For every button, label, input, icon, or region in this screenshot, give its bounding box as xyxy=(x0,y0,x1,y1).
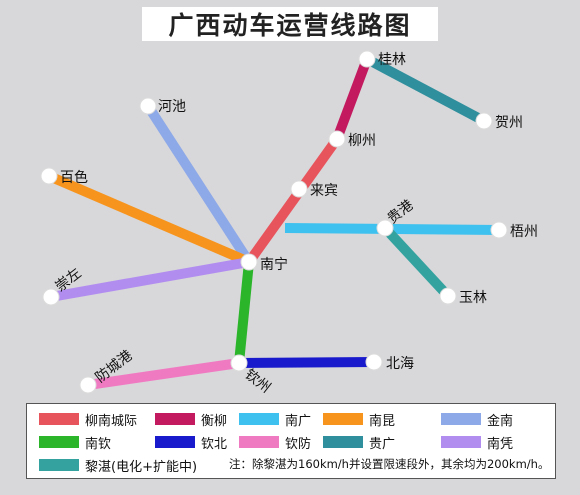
line-nankun xyxy=(47,171,251,267)
legend-swatch xyxy=(39,436,79,448)
legend-item-qinbei: 钦北 xyxy=(155,433,228,452)
station-dot-hezhou[interactable] xyxy=(475,112,493,130)
station-dot-chongzuo[interactable] xyxy=(42,288,60,306)
station-label-laibin: 来宾 xyxy=(310,183,338,199)
legend-item-nanqin: 南钦 xyxy=(39,433,112,452)
legend-label: 金南 xyxy=(487,413,514,429)
legend-label: 贵广 xyxy=(369,436,396,452)
legend-swatch xyxy=(39,413,79,425)
station-dot-liuzhou[interactable] xyxy=(328,130,346,148)
legend-item-liunan: 柳南城际 xyxy=(39,410,138,429)
line-liunan xyxy=(244,136,342,265)
legend-item-lizhan: 黎湛(电化+扩能中) xyxy=(39,456,198,475)
station-label-qinzhou: 钦州 xyxy=(242,367,274,397)
legend-label: 衡柳 xyxy=(201,413,228,429)
legend-swatch xyxy=(441,413,481,425)
legend-label: 黎湛(电化+扩能中) xyxy=(85,459,198,475)
station-dot-beihai[interactable] xyxy=(365,353,383,371)
legend-swatch xyxy=(441,436,481,448)
legend-note: 注：除黎湛为160km/h并设置限速段外，其余均为200km/h。 xyxy=(229,457,550,471)
line-hengliu xyxy=(332,57,372,141)
legend-swatch xyxy=(155,413,195,425)
line-qinfang xyxy=(87,358,240,390)
legend-swatch xyxy=(239,436,279,448)
legend-swatch xyxy=(323,413,363,425)
station-dot-yulin[interactable] xyxy=(439,287,457,305)
station-dot-guigang[interactable] xyxy=(376,219,394,237)
legend-item-jinnan: 金南 xyxy=(441,410,514,429)
legend-label: 南昆 xyxy=(369,413,396,429)
station-dot-qinzhou[interactable] xyxy=(230,354,248,372)
station-label-liuzhou: 柳州 xyxy=(348,132,376,149)
legend: 柳南城际 衡柳 南广 南昆 金南 南钦 钦北 钦防 贵广 南凭 黎湛(电化+扩能… xyxy=(26,403,556,479)
legend-item-hengliu: 衡柳 xyxy=(155,410,228,429)
station-dot-fangchenggang[interactable] xyxy=(79,376,97,394)
station-dot-guilin[interactable] xyxy=(358,50,376,68)
legend-label: 钦防 xyxy=(285,436,312,452)
station-label-hechi: 河池 xyxy=(158,99,186,115)
legend-label: 南钦 xyxy=(85,436,112,452)
station-dot-wuzhou[interactable] xyxy=(490,221,508,239)
station-label-beihai: 北海 xyxy=(386,356,414,372)
station-dot-laibin[interactable] xyxy=(290,180,308,198)
station-label-yulin: 玉林 xyxy=(459,290,487,306)
line-guiguang-north xyxy=(364,54,487,126)
map-title: 广西动车运营线路图 xyxy=(142,7,438,41)
legend-swatch xyxy=(155,436,195,448)
legend-label: 南凭 xyxy=(487,436,514,452)
legend-swatch xyxy=(323,436,363,448)
station-dot-hechi[interactable] xyxy=(139,97,157,115)
legend-item-nanping: 南凭 xyxy=(441,433,514,452)
legend-item-guiguang: 贵广 xyxy=(323,433,396,452)
line-nanqin xyxy=(234,261,254,364)
station-label-baise: 百色 xyxy=(60,169,88,186)
station-label-hezhou: 贺州 xyxy=(495,115,523,131)
line-jinnan xyxy=(143,103,254,265)
station-dot-nanning[interactable] xyxy=(240,253,258,271)
legend-swatch xyxy=(239,413,279,425)
legend-swatch xyxy=(39,459,79,471)
line-lizhan xyxy=(381,224,452,300)
station-label-guilin: 桂林 xyxy=(378,52,406,68)
line-nanping xyxy=(50,257,250,302)
legend-item-nankun: 南昆 xyxy=(323,410,396,429)
legend-label: 柳南城际 xyxy=(85,413,138,429)
station-label-wuzhou: 梧州 xyxy=(510,224,538,240)
legend-item-qinfang: 钦防 xyxy=(239,433,312,452)
station-dot-baise[interactable] xyxy=(40,167,58,185)
line-qinbei xyxy=(238,357,375,368)
legend-label: 南广 xyxy=(285,413,312,429)
legend-label: 钦北 xyxy=(201,436,228,452)
station-label-nanning: 南宁 xyxy=(260,256,288,273)
legend-item-nanguang: 南广 xyxy=(239,410,312,429)
